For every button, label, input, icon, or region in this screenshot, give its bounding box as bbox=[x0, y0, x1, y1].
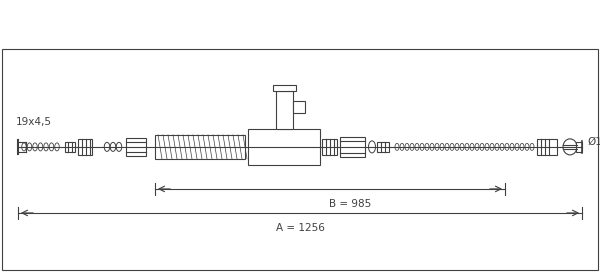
Ellipse shape bbox=[430, 143, 434, 150]
Ellipse shape bbox=[38, 143, 43, 151]
Ellipse shape bbox=[445, 143, 449, 150]
Ellipse shape bbox=[520, 143, 524, 150]
Ellipse shape bbox=[55, 143, 59, 151]
Ellipse shape bbox=[440, 143, 444, 150]
Bar bbox=[273, 85, 296, 91]
Bar bbox=[126, 138, 146, 156]
Ellipse shape bbox=[22, 143, 26, 151]
Ellipse shape bbox=[410, 143, 414, 150]
Ellipse shape bbox=[563, 139, 577, 155]
Ellipse shape bbox=[460, 143, 464, 150]
Ellipse shape bbox=[104, 142, 110, 152]
Bar bbox=[576, 142, 582, 152]
Ellipse shape bbox=[435, 143, 439, 150]
Ellipse shape bbox=[480, 143, 484, 150]
Ellipse shape bbox=[450, 143, 454, 150]
Ellipse shape bbox=[420, 143, 424, 150]
Bar bbox=[377, 142, 389, 152]
Text: 19x4,5: 19x4,5 bbox=[16, 117, 52, 127]
Ellipse shape bbox=[27, 143, 32, 151]
Ellipse shape bbox=[515, 143, 519, 150]
Ellipse shape bbox=[425, 143, 429, 150]
Text: 24.3727-0005.2    580005: 24.3727-0005.2 580005 bbox=[100, 10, 500, 37]
Ellipse shape bbox=[495, 143, 499, 150]
Bar bbox=[155, 135, 245, 159]
Ellipse shape bbox=[455, 143, 459, 150]
Ellipse shape bbox=[110, 142, 116, 152]
Bar bbox=[537, 139, 557, 155]
Ellipse shape bbox=[475, 143, 479, 150]
Ellipse shape bbox=[505, 143, 509, 150]
Ellipse shape bbox=[510, 143, 514, 150]
Text: A = 1256: A = 1256 bbox=[275, 223, 325, 233]
Ellipse shape bbox=[500, 143, 504, 150]
Ellipse shape bbox=[44, 143, 48, 151]
Ellipse shape bbox=[490, 143, 494, 150]
Bar bbox=[276, 91, 293, 129]
Bar bbox=[78, 139, 92, 155]
Ellipse shape bbox=[400, 143, 404, 150]
Ellipse shape bbox=[368, 141, 376, 153]
Text: B = 985: B = 985 bbox=[329, 199, 371, 209]
Bar bbox=[65, 142, 75, 152]
Bar bbox=[293, 101, 305, 113]
Text: Ø10: Ø10 bbox=[587, 137, 600, 147]
Ellipse shape bbox=[470, 143, 474, 150]
Bar bbox=[322, 139, 337, 155]
Ellipse shape bbox=[415, 143, 419, 150]
Ellipse shape bbox=[405, 143, 409, 150]
Ellipse shape bbox=[33, 143, 37, 151]
Bar bbox=[248, 129, 320, 165]
Ellipse shape bbox=[465, 143, 469, 150]
Ellipse shape bbox=[49, 143, 54, 151]
Ellipse shape bbox=[525, 143, 529, 150]
Ellipse shape bbox=[530, 143, 534, 150]
Ellipse shape bbox=[485, 143, 489, 150]
Bar bbox=[340, 137, 365, 157]
Ellipse shape bbox=[395, 143, 399, 150]
Ellipse shape bbox=[116, 142, 122, 152]
